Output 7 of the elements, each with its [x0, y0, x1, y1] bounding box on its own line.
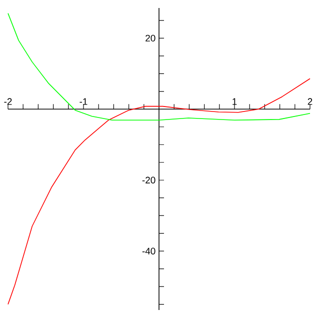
- x-tick-label: -1: [80, 98, 88, 105]
- x-tick-label: 2: [308, 98, 312, 105]
- x-tick-label: -2: [4, 98, 12, 105]
- y-tick-label: 20: [146, 34, 156, 42]
- x-tick-label: 1: [232, 98, 237, 105]
- y-tick-label: -20: [142, 176, 156, 184]
- y-tick-label: -40: [142, 248, 156, 254]
